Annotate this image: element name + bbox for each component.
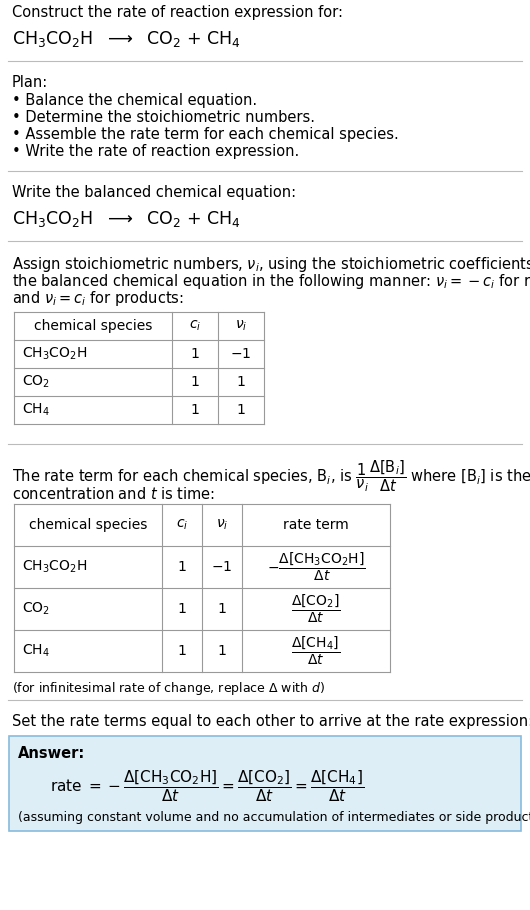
Text: 1: 1 (236, 403, 245, 417)
Text: • Balance the chemical equation.: • Balance the chemical equation. (12, 93, 257, 108)
Text: $\mathrm{CO_2}$: $\mathrm{CO_2}$ (22, 374, 50, 390)
Text: 1: 1 (178, 602, 187, 616)
Text: chemical species: chemical species (29, 518, 147, 532)
Text: (for infinitesimal rate of change, replace $\Delta$ with $d$): (for infinitesimal rate of change, repla… (12, 680, 325, 697)
Text: Write the balanced chemical equation:: Write the balanced chemical equation: (12, 185, 296, 200)
Text: Construct the rate of reaction expression for:: Construct the rate of reaction expressio… (12, 5, 343, 20)
Text: $\mathrm{CH_3CO_2H}$: $\mathrm{CH_3CO_2H}$ (22, 559, 87, 575)
Text: Plan:: Plan: (12, 75, 48, 90)
Text: $\dfrac{\Delta[\mathrm{CH_4}]}{\Delta t}$: $\dfrac{\Delta[\mathrm{CH_4}]}{\Delta t}… (292, 635, 341, 667)
Text: $-1$: $-1$ (231, 347, 252, 361)
Text: $\dfrac{\Delta[\mathrm{CO_2}]}{\Delta t}$: $\dfrac{\Delta[\mathrm{CO_2}]}{\Delta t}… (291, 592, 341, 625)
Text: 1: 1 (191, 347, 199, 361)
Text: $c_i$: $c_i$ (176, 518, 188, 532)
Text: The rate term for each chemical species, B$_i$, is $\dfrac{1}{\nu_i}\dfrac{\Delt: The rate term for each chemical species,… (12, 458, 530, 493)
Text: 1: 1 (191, 403, 199, 417)
Text: $-1$: $-1$ (211, 560, 233, 574)
Text: rate $= -\dfrac{\Delta[\mathrm{CH_3CO_2H}]}{\Delta t} = \dfrac{\Delta[\mathrm{CO: rate $= -\dfrac{\Delta[\mathrm{CH_3CO_2H… (50, 768, 364, 804)
Text: Answer:: Answer: (18, 746, 85, 761)
Text: Set the rate terms equal to each other to arrive at the rate expression:: Set the rate terms equal to each other t… (12, 714, 530, 729)
Text: $\mathrm{CH_4}$: $\mathrm{CH_4}$ (22, 642, 50, 659)
Text: 1: 1 (178, 644, 187, 658)
Text: concentration and $t$ is time:: concentration and $t$ is time: (12, 486, 215, 502)
Text: $\nu_i$: $\nu_i$ (216, 518, 228, 532)
Text: $\mathrm{CH_3CO_2H}$  $\longrightarrow$  $\mathrm{CO_2}$ + $\mathrm{CH_4}$: $\mathrm{CH_3CO_2H}$ $\longrightarrow$ $… (12, 209, 241, 229)
FancyBboxPatch shape (9, 736, 521, 831)
Text: • Determine the stoichiometric numbers.: • Determine the stoichiometric numbers. (12, 110, 315, 125)
Text: • Assemble the rate term for each chemical species.: • Assemble the rate term for each chemic… (12, 127, 399, 142)
Text: • Write the rate of reaction expression.: • Write the rate of reaction expression. (12, 144, 299, 159)
Text: rate term: rate term (283, 518, 349, 532)
Text: $\mathrm{CH_3CO_2H}$: $\mathrm{CH_3CO_2H}$ (22, 346, 87, 362)
Text: 1: 1 (236, 375, 245, 389)
Text: (assuming constant volume and no accumulation of intermediates or side products): (assuming constant volume and no accumul… (18, 811, 530, 824)
Text: $-\dfrac{\Delta[\mathrm{CH_3CO_2H}]}{\Delta t}$: $-\dfrac{\Delta[\mathrm{CH_3CO_2H}]}{\De… (267, 551, 365, 583)
Text: 1: 1 (178, 560, 187, 574)
Text: chemical species: chemical species (34, 319, 152, 333)
Text: $\mathrm{CH_3CO_2H}$  $\longrightarrow$  $\mathrm{CO_2}$ + $\mathrm{CH_4}$: $\mathrm{CH_3CO_2H}$ $\longrightarrow$ $… (12, 29, 241, 49)
Text: and $\nu_i = c_i$ for products:: and $\nu_i = c_i$ for products: (12, 289, 184, 308)
Text: $c_i$: $c_i$ (189, 318, 201, 333)
Text: 1: 1 (191, 375, 199, 389)
Text: Assign stoichiometric numbers, $\nu_i$, using the stoichiometric coefficients, $: Assign stoichiometric numbers, $\nu_i$, … (12, 255, 530, 274)
Text: 1: 1 (217, 602, 226, 616)
Text: $\nu_i$: $\nu_i$ (235, 318, 247, 333)
Text: 1: 1 (217, 644, 226, 658)
Text: $\mathrm{CH_4}$: $\mathrm{CH_4}$ (22, 402, 50, 419)
Text: $\mathrm{CO_2}$: $\mathrm{CO_2}$ (22, 601, 50, 617)
Text: the balanced chemical equation in the following manner: $\nu_i = -c_i$ for react: the balanced chemical equation in the fo… (12, 272, 530, 291)
